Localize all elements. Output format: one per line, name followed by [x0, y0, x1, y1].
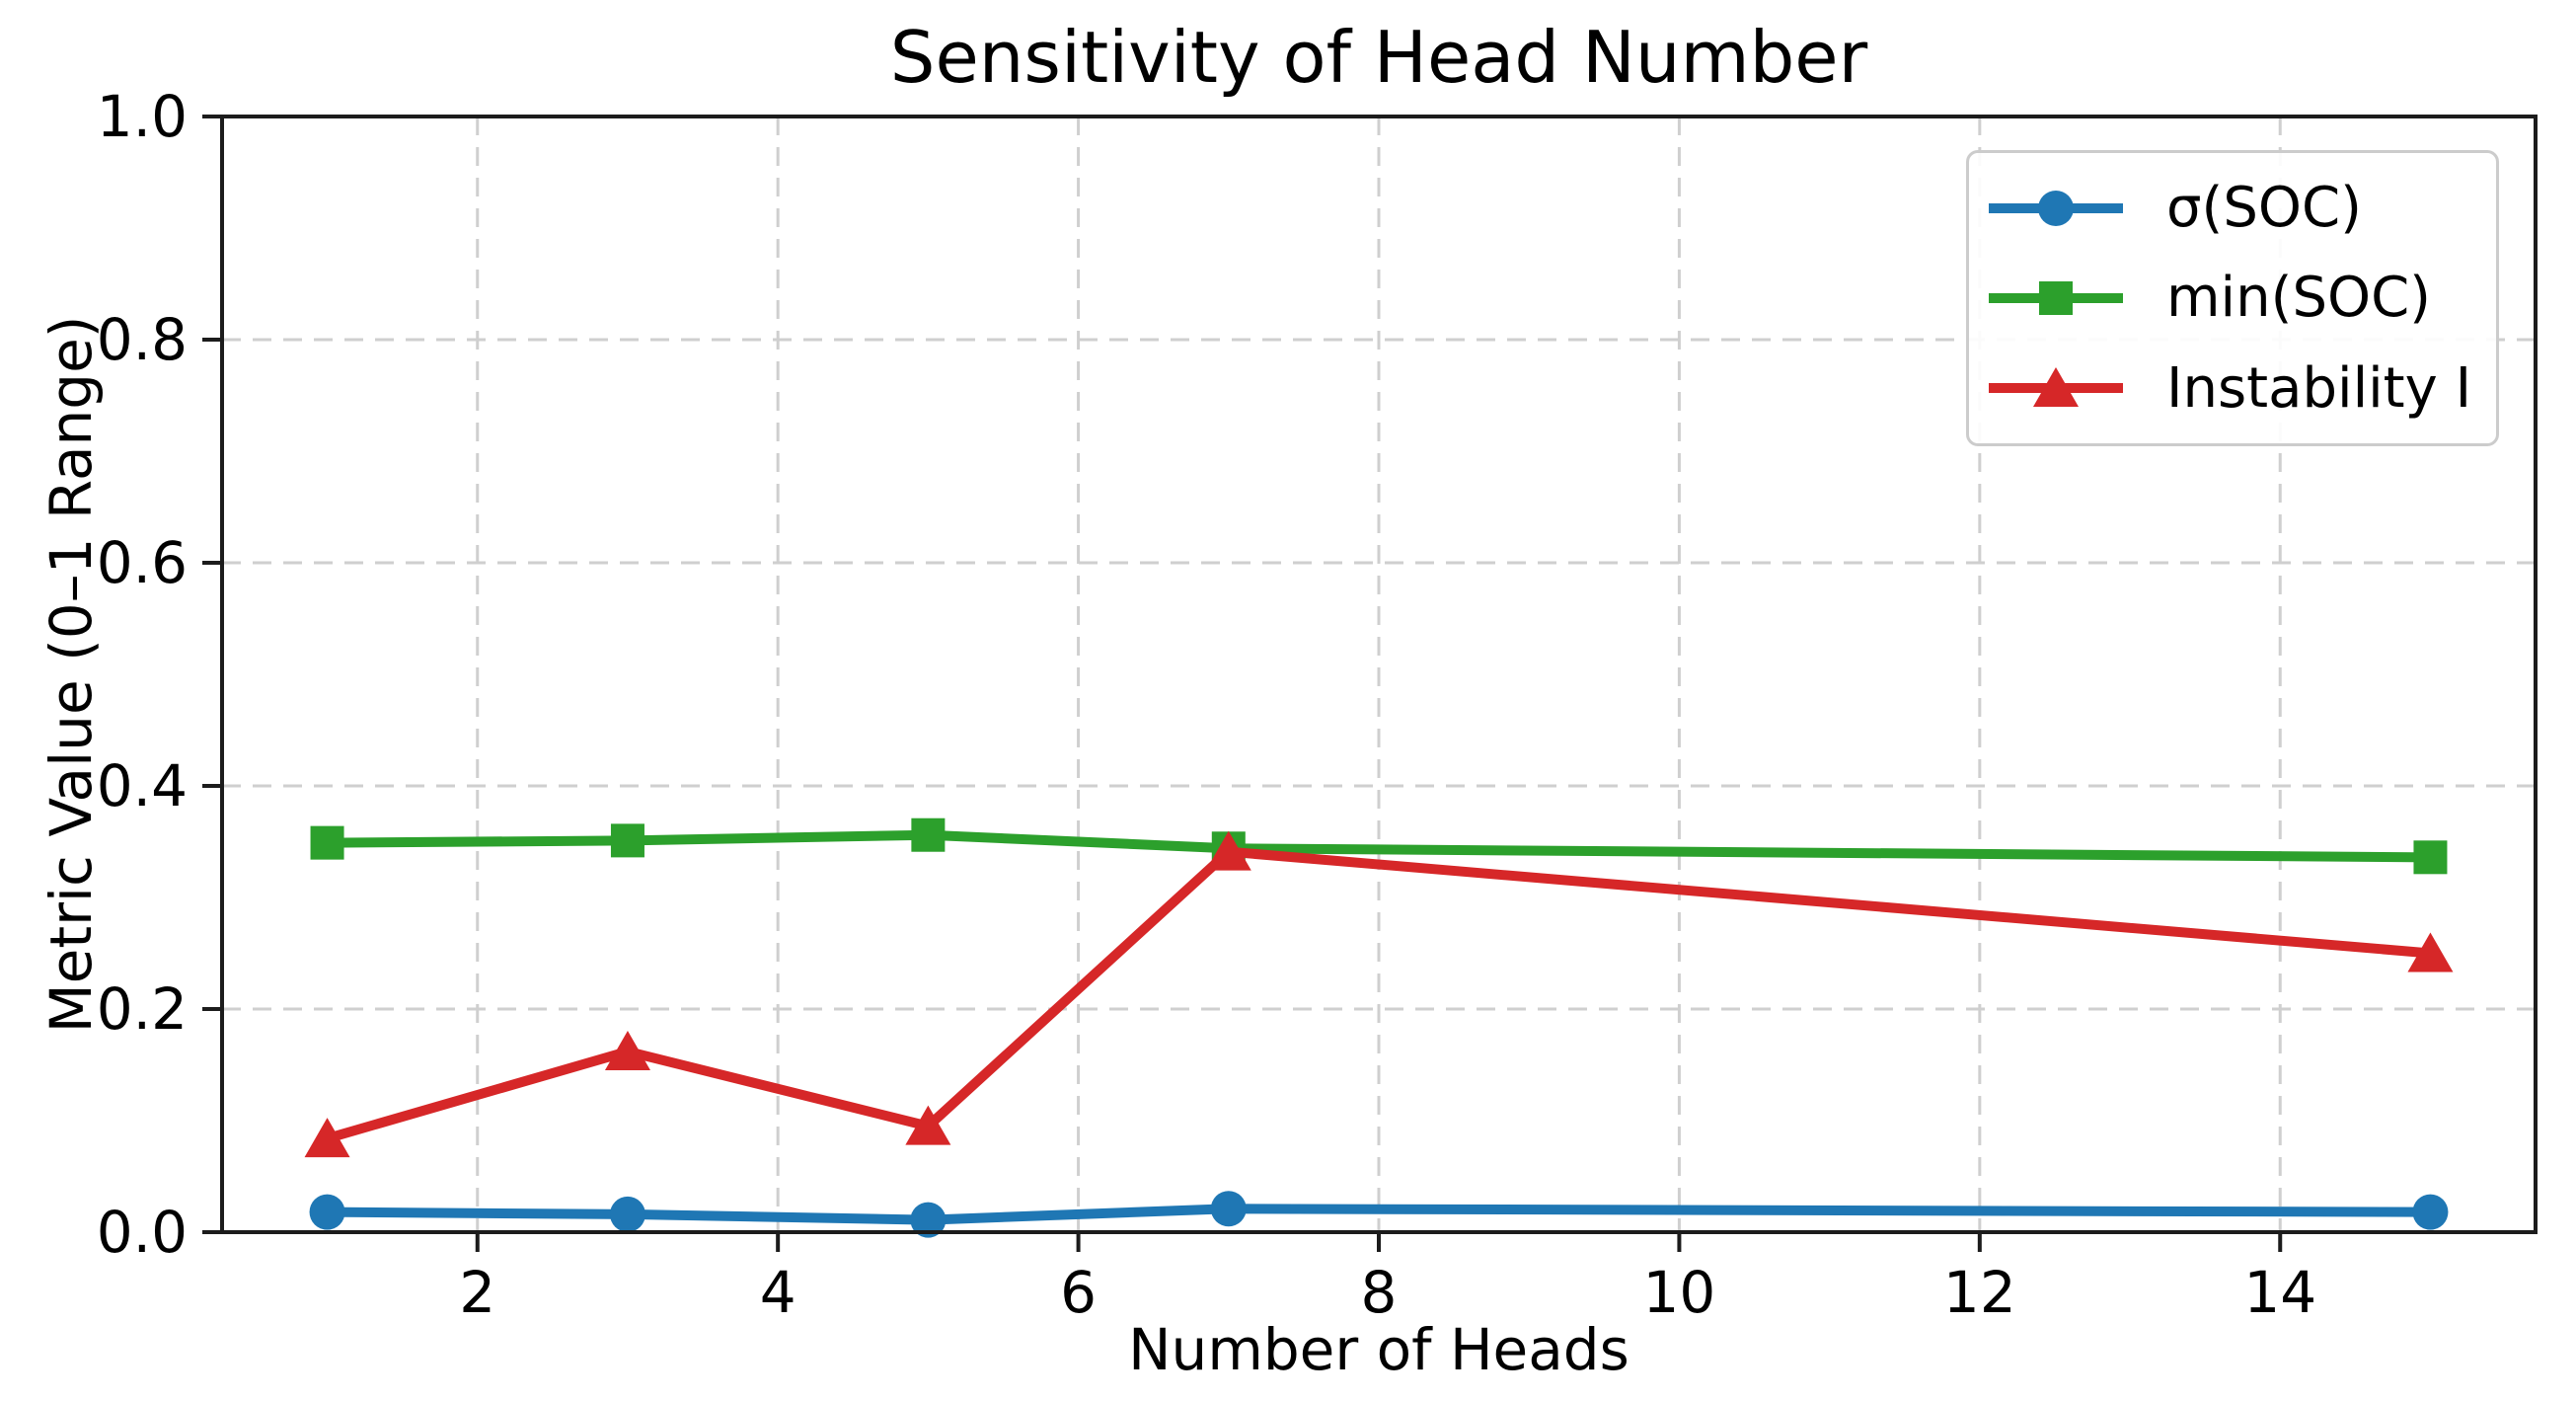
- series-marker-3: [304, 1118, 350, 1158]
- legend-item: Instability I: [1987, 356, 2486, 421]
- x-tick-label: 4: [759, 1259, 796, 1326]
- x-tick-label: 10: [1642, 1259, 1716, 1326]
- legend-square-icon: [1989, 280, 2123, 315]
- series-marker-2: [2413, 840, 2448, 875]
- legend-triangle-icon: [1989, 367, 2123, 408]
- axes-border: [220, 115, 2538, 1234]
- legend: σ(SOC) min(SOC) Instability I: [1966, 150, 2499, 446]
- x-tick-label: 2: [459, 1259, 496, 1326]
- series-marker-2: [610, 823, 644, 858]
- series-marker-2: [310, 825, 344, 860]
- x-tick-label: 12: [1942, 1259, 2016, 1326]
- legend-label: σ(SOC): [2166, 176, 2362, 241]
- legend-item: σ(SOC): [1987, 176, 2486, 240]
- y-tick-label: 0.2: [96, 975, 188, 1043]
- y-tick-label: 0.4: [96, 752, 188, 819]
- series-marker-3: [2407, 932, 2454, 973]
- y-tick-label: 0.8: [96, 306, 188, 373]
- series-marker-3: [604, 1030, 650, 1070]
- x-tick-label: 8: [1360, 1259, 1398, 1326]
- series-marker-1: [910, 1202, 947, 1238]
- y-tick-label: 0.0: [96, 1199, 188, 1266]
- x-tick-label: 14: [2243, 1259, 2317, 1326]
- x-tick-label: 6: [1060, 1259, 1098, 1326]
- series-marker-3: [905, 1105, 951, 1145]
- chart-title: Sensitivity of Head Number: [889, 16, 1868, 99]
- x-axis-label: Number of Heads: [1128, 1316, 1629, 1383]
- series-marker-3: [1205, 830, 1251, 871]
- y-tick-label: 0.6: [96, 529, 188, 596]
- series-marker-1: [1210, 1191, 1247, 1227]
- legend-circle-icon: [1989, 190, 2123, 226]
- y-tick-label: 1.0: [96, 83, 188, 150]
- legend-item: min(SOC): [1987, 266, 2486, 330]
- series-marker-1: [609, 1196, 645, 1232]
- legend-label: Instability I: [2166, 355, 2472, 421]
- series-marker-1: [2412, 1194, 2449, 1230]
- series-marker-2: [911, 817, 946, 852]
- series-marker-1: [309, 1194, 345, 1230]
- legend-label: min(SOC): [2166, 266, 2432, 331]
